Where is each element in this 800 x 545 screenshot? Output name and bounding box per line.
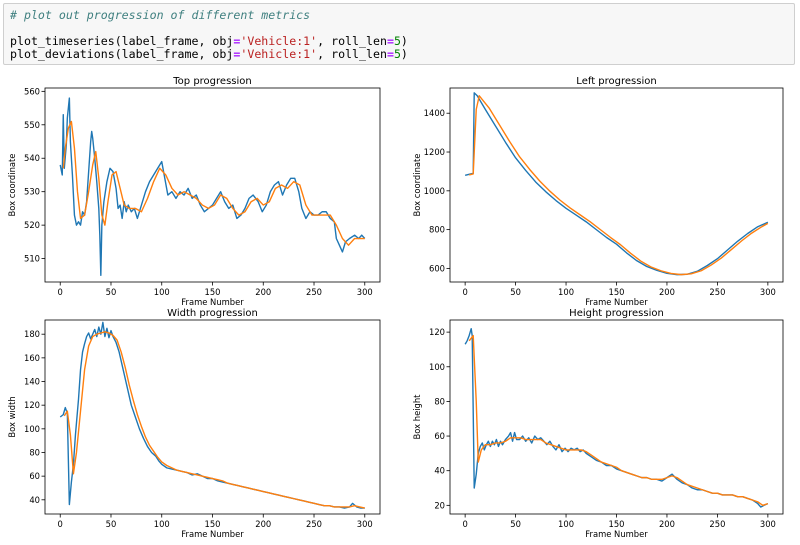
x-tick-label: 0: [58, 287, 63, 297]
y-tick-label: 140: [24, 377, 40, 387]
y-tick-label: 60: [434, 431, 445, 441]
code-number: 5: [393, 47, 401, 61]
x-tick-label: 100: [154, 519, 170, 529]
x-tick-label: 300: [760, 519, 776, 529]
subplot-0: 0 50 100 150 200 250 300 510 520 530 540 550 560 Top …: [7, 76, 381, 307]
subplot-1: 0 50 100 150 200 250 300 600 800 1000 1200 1400 Left…: [412, 76, 784, 307]
code-paren: ): [400, 47, 408, 61]
x-tick-label: 300: [357, 287, 373, 297]
code-string: 'Vehicle:1': [240, 34, 318, 48]
code-number: 5: [393, 34, 401, 48]
code-operator: =: [233, 34, 241, 48]
code-comment-line: # plot out progression of different metr…: [10, 9, 794, 22]
x-tick-label: 150: [609, 287, 625, 297]
x-tick-label: 0: [462, 519, 467, 529]
y-tick-label: 100: [429, 362, 445, 372]
code-comment: # plot out progression of different metr…: [10, 8, 311, 22]
code-line-deviations: plot_deviations(label_frame, obj='Vehicl…: [10, 48, 794, 61]
code-operator: =: [233, 47, 241, 61]
y-tick-label: 540: [24, 153, 40, 163]
series-line-rolling: [469, 95, 769, 276]
y-tick-label: 1400: [424, 108, 445, 118]
x-tick-label: 200: [255, 519, 271, 529]
x-tick-label: 150: [205, 287, 221, 297]
x-tick-label: 300: [357, 519, 373, 529]
x-axis-label: Frame Number: [585, 529, 648, 539]
x-tick-label: 50: [106, 519, 117, 529]
y-tick-label: 40: [434, 466, 445, 476]
y-axis-label: Box height: [412, 394, 422, 440]
x-tick-label: 0: [58, 519, 63, 529]
y-axis-label: Box coordinate: [412, 154, 422, 217]
y-tick-label: 120: [24, 400, 40, 410]
plot-area-frame: [44, 87, 381, 283]
code-cell[interactable]: # plot out progression of different metr…: [3, 3, 795, 65]
y-tick-label: 120: [429, 327, 445, 337]
y-axis-label: Box coordinate: [7, 154, 17, 217]
plot-output-figure: 0 50 100 150 200 250 300510520530540550560Top …: [7, 76, 784, 539]
y-tick-label: 530: [24, 187, 40, 197]
x-tick-label: 150: [205, 519, 221, 529]
code-paren: ): [400, 34, 408, 48]
y-tick-label: 80: [434, 396, 445, 406]
chart-title: Height progression: [569, 308, 664, 319]
y-tick-label: 100: [24, 424, 40, 434]
y-tick-label: 60: [29, 471, 40, 481]
series-line-raw: [59, 97, 366, 277]
x-tick-label: 300: [760, 287, 776, 297]
chart-title: Left progression: [576, 76, 656, 87]
code-operator: =: [386, 47, 394, 61]
chart-title: Width progression: [167, 308, 258, 319]
x-tick-label: 250: [709, 519, 725, 529]
code-arg: , roll_len: [317, 47, 387, 61]
y-tick-label: 800: [429, 225, 445, 235]
y-tick-label: 1000: [424, 186, 445, 196]
code-fn-call: plot_deviations(label_frame, obj: [10, 47, 234, 61]
code-line-timeseries: plot_timeseries(label_frame, obj='Vehicl…: [10, 35, 794, 48]
x-tick-label: 0: [462, 287, 467, 297]
x-tick-label: 50: [510, 287, 521, 297]
series-line-rolling: [468, 334, 769, 507]
y-tick-label: 1200: [424, 147, 445, 157]
x-tick-label: 50: [510, 519, 521, 529]
x-tick-label: 100: [558, 519, 574, 529]
series-line-rolling: [63, 331, 365, 509]
y-tick-label: 180: [24, 329, 40, 339]
x-tick-label: 200: [659, 287, 675, 297]
y-tick-label: 20: [434, 500, 445, 510]
y-tick-label: 40: [29, 495, 40, 505]
y-tick-label: 560: [24, 86, 40, 96]
y-tick-label: 510: [24, 254, 40, 264]
x-axis-label: Frame Number: [181, 529, 244, 539]
code-operator: =: [386, 34, 394, 48]
plot-area-frame: [449, 319, 784, 515]
x-tick-label: 250: [306, 519, 322, 529]
x-tick-label: 250: [709, 287, 725, 297]
code-fn-call: plot_timeseries(label_frame, obj: [10, 34, 234, 48]
x-tick-label: 100: [558, 287, 574, 297]
x-tick-label: 200: [659, 519, 675, 529]
code-arg: , roll_len: [317, 34, 387, 48]
x-tick-label: 200: [255, 287, 271, 297]
y-tick-label: 160: [24, 353, 40, 363]
plot-area-frame: [44, 319, 381, 515]
series-line-rolling: [62, 120, 365, 246]
x-tick-label: 100: [154, 287, 170, 297]
x-tick-label: 50: [106, 287, 117, 297]
plot-area-frame: [449, 87, 784, 283]
y-axis-label: Box width: [7, 396, 17, 437]
series-line-raw: [464, 92, 769, 276]
chart-title: Top progression: [172, 76, 251, 87]
y-tick-label: 550: [24, 120, 40, 130]
x-tick-label: 250: [306, 287, 322, 297]
y-tick-label: 600: [429, 263, 445, 273]
x-axis-label: Frame Number: [181, 297, 244, 307]
x-axis-label: Frame Number: [585, 297, 648, 307]
subplot-2: 0 50 100 150 200 250 300 40 60 80 100 120 140 160 180 W…: [7, 308, 381, 539]
x-tick-label: 150: [609, 519, 625, 529]
code-string: 'Vehicle:1': [240, 47, 318, 61]
y-tick-label: 80: [29, 447, 40, 457]
y-tick-label: 520: [24, 220, 40, 230]
subplot-3: 0 50 100 150 200 250 300 20 40 60 80 100 120 Height p…: [412, 308, 784, 539]
